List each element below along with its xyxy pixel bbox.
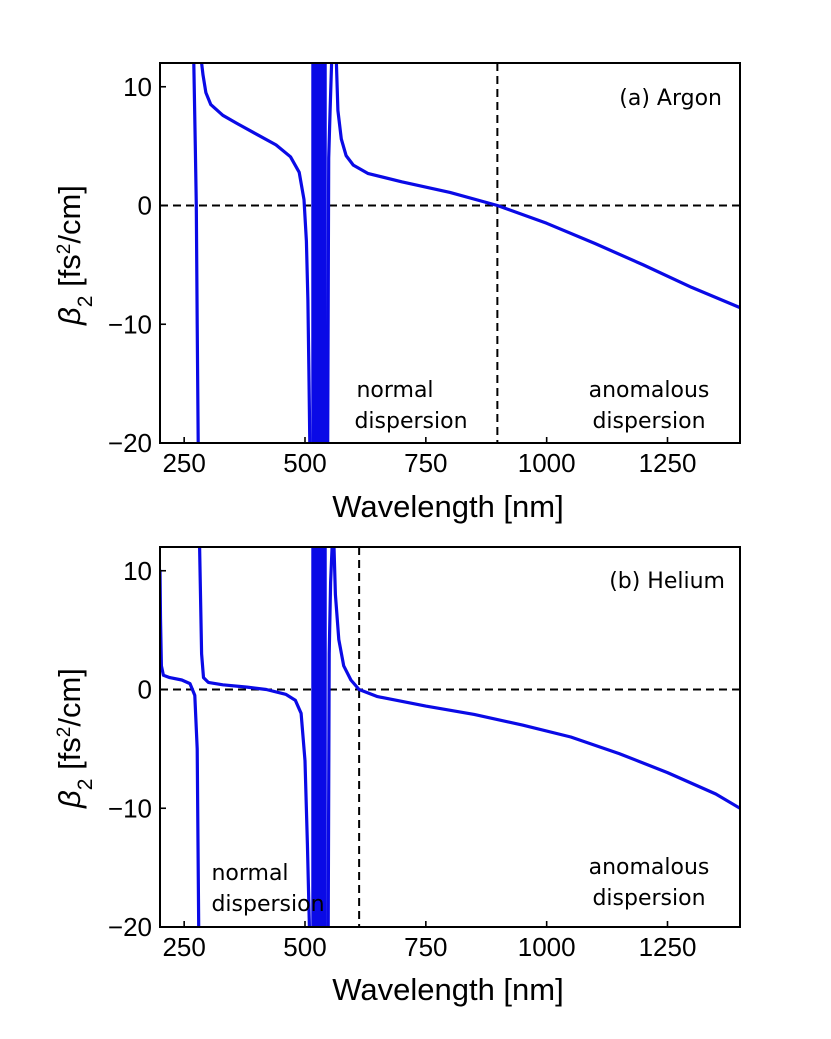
x-tick-label: 250 bbox=[162, 448, 205, 478]
x-tick-label: 500 bbox=[283, 448, 326, 478]
panel-label-helium: (b) Helium bbox=[609, 569, 725, 594]
beta2-curve-segment-1 bbox=[198, 547, 311, 927]
y-axis-label: β2 [fs2/cm] bbox=[52, 668, 97, 809]
normal-dispersion-label-line2: dispersion bbox=[354, 409, 467, 434]
anomalous-dispersion-label-line1: anomalous bbox=[589, 378, 710, 403]
y-axis-label-subscript: 2 bbox=[74, 296, 97, 308]
plot-area-helium: 250 500 750 1000 1250 10 0 −10 −20 bbox=[108, 546, 741, 962]
normal-dispersion-label-line2: dispersion bbox=[211, 892, 324, 917]
svg-text:β2 [fs2/cm]: β2 [fs2/cm] bbox=[52, 668, 97, 809]
x-tick-label: 500 bbox=[283, 932, 326, 962]
beta2-curve-segment-2 bbox=[326, 547, 334, 927]
beta2-curve-segment-3 bbox=[334, 63, 740, 310]
y-axis-label-subscript: 2 bbox=[74, 779, 97, 791]
anomalous-dispersion-label-line2: dispersion bbox=[592, 886, 705, 911]
y-axis-label: β2 [fs2/cm] bbox=[52, 185, 97, 326]
normal-dispersion-label-line1: normal bbox=[211, 861, 288, 886]
y-tick-label: 0 bbox=[138, 191, 152, 221]
x-tick-label: 1000 bbox=[518, 448, 576, 478]
y-tick-label: 10 bbox=[123, 72, 152, 102]
resonance-oscillation-band bbox=[311, 547, 327, 927]
x-tick-label: 250 bbox=[162, 932, 205, 962]
y-tick-label: −10 bbox=[108, 309, 152, 339]
y-axis-label-unit-pre: [fs bbox=[52, 254, 87, 295]
x-tick-label: 750 bbox=[404, 932, 447, 962]
y-tick-label: −20 bbox=[108, 912, 152, 942]
beta2-curve-segment-0 bbox=[192, 63, 200, 443]
y-tick-label: 0 bbox=[138, 675, 152, 705]
x-tick-label: 750 bbox=[404, 448, 447, 478]
y-tick-label: 10 bbox=[123, 556, 152, 586]
x-tick-label: 1000 bbox=[518, 932, 576, 962]
axes-frame bbox=[159, 546, 741, 928]
y-axis-label-unit-sup: 2 bbox=[54, 727, 75, 738]
y-axis-label-symbol: β bbox=[52, 790, 87, 809]
x-axis-label: Wavelength [nm] bbox=[332, 972, 563, 1007]
svg-text:β2 [fs2/cm]: β2 [fs2/cm] bbox=[52, 185, 97, 326]
plot-body bbox=[160, 63, 740, 443]
beta2-curve-segment-0 bbox=[160, 569, 201, 927]
y-axis-label-symbol: β bbox=[52, 307, 87, 326]
beta2-curve-segment-1 bbox=[200, 63, 312, 443]
plot-area-argon: 250 500 750 1000 1250 10 0 −10 −20 bbox=[108, 62, 741, 478]
y-tick-label: −10 bbox=[108, 793, 152, 823]
anomalous-dispersion-label-line1: anomalous bbox=[589, 855, 710, 880]
axes-frame bbox=[159, 62, 741, 444]
y-axis-label-unit-post: /cm] bbox=[52, 668, 87, 727]
y-axis-label-unit-sup: 2 bbox=[54, 244, 75, 255]
panel-label-argon: (a) Argon bbox=[619, 86, 722, 111]
beta2-curve-segment-3 bbox=[332, 547, 740, 810]
y-tick-label: −20 bbox=[108, 428, 152, 458]
normal-dispersion-label-line1: normal bbox=[356, 378, 433, 403]
y-axis-label-unit-pre: [fs bbox=[52, 737, 87, 778]
y-axis-label-unit-post: /cm] bbox=[52, 185, 87, 244]
beta2-curve-segment-2 bbox=[326, 63, 334, 443]
x-axis-label: Wavelength [nm] bbox=[332, 489, 563, 524]
anomalous-dispersion-label-line2: dispersion bbox=[592, 409, 705, 434]
x-tick-label: 1250 bbox=[639, 932, 697, 962]
resonance-oscillation-band bbox=[311, 63, 327, 443]
x-tick-label: 1250 bbox=[639, 448, 697, 478]
